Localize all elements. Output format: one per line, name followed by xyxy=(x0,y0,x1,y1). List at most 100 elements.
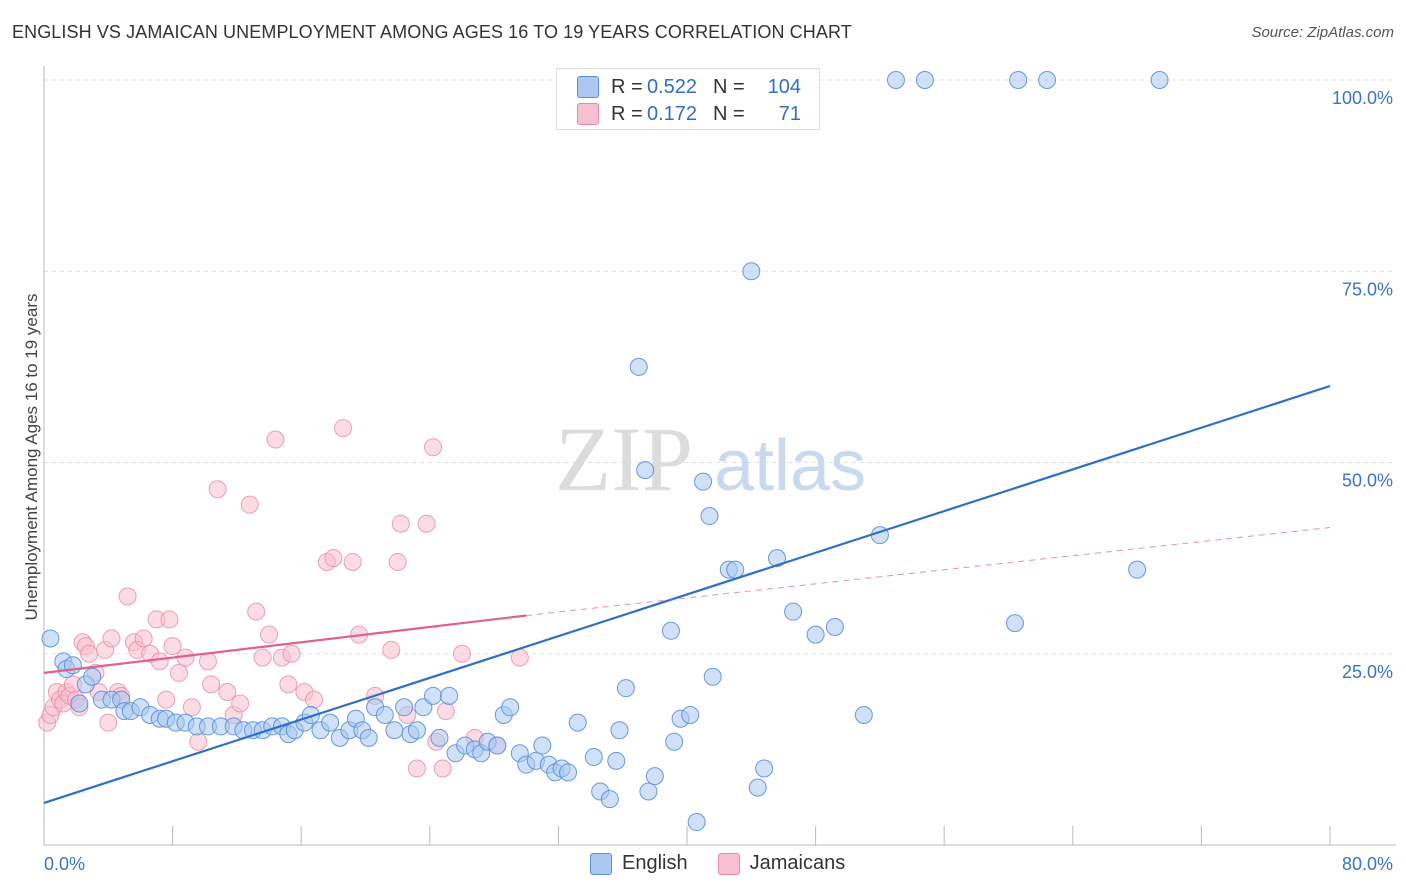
jamaicans-r-label: R = xyxy=(611,102,643,125)
english-points xyxy=(41,71,1169,832)
english-point xyxy=(1009,71,1028,89)
english-point xyxy=(610,721,629,740)
stats-legend: R = 0.522 N = 104 R = 0.172 N = 71 xyxy=(556,68,820,130)
jamaicans-point xyxy=(160,610,179,629)
jamaicans-point xyxy=(202,675,221,694)
jamaicans-point xyxy=(436,702,455,721)
english-point xyxy=(726,560,745,579)
english-swatch xyxy=(577,76,599,98)
jamaicans-point xyxy=(282,644,301,663)
jamaicans-r-value: 0.172 xyxy=(647,102,698,125)
english-n-value: 104 xyxy=(767,75,801,98)
tick-labels: 25.0% 50.0% 75.0% 100.0% 0.0% 80.0% xyxy=(44,88,1393,874)
jamaicans-point xyxy=(182,698,201,717)
source-label: Source: ZipAtlas.com xyxy=(1251,24,1394,41)
jamaicans-point xyxy=(80,644,99,663)
jamaicans-point xyxy=(253,648,272,667)
english-point xyxy=(742,262,761,281)
legend-item-english[interactable]: English xyxy=(590,852,688,875)
english-point xyxy=(661,621,680,640)
english-point xyxy=(854,705,873,724)
english-point xyxy=(886,71,905,89)
english-point xyxy=(755,759,774,778)
legend-jamaicans-label: Jamaicans xyxy=(749,852,846,874)
english-point xyxy=(41,629,60,648)
english-point xyxy=(825,617,844,636)
english-point xyxy=(768,549,787,568)
jamaicans-trend-line xyxy=(43,614,527,674)
english-n-label: N = xyxy=(713,75,745,98)
jamaicans-point xyxy=(150,652,169,671)
english-point xyxy=(1128,560,1147,579)
english-point xyxy=(665,732,684,751)
english-point xyxy=(687,813,706,832)
english-r-value: 0.522 xyxy=(647,75,698,98)
jamaicans-point xyxy=(433,759,452,778)
jamaicans-point xyxy=(118,587,137,606)
english-trend-line xyxy=(43,384,1331,804)
legend-english-label: English xyxy=(622,852,688,874)
english-point xyxy=(568,713,587,732)
english-point xyxy=(430,728,449,747)
watermark-atlas: atlas xyxy=(714,426,866,506)
jamaicans-point xyxy=(189,732,208,751)
jamaicans-point xyxy=(407,759,426,778)
x-tick-label: 0.0% xyxy=(44,854,85,874)
jamaicans-point xyxy=(247,602,266,621)
english-point xyxy=(533,736,552,755)
english-point xyxy=(915,71,934,89)
english-point xyxy=(629,357,648,376)
jamaicans-point xyxy=(452,644,471,663)
jamaicans-point xyxy=(260,625,279,644)
english-point xyxy=(806,625,825,644)
english-point xyxy=(636,461,655,480)
jamaicans-point xyxy=(170,663,189,682)
y-tick-label: 100.0% xyxy=(1332,88,1393,108)
jamaicans-point xyxy=(99,713,118,732)
jamaicans-point xyxy=(391,514,410,533)
english-point xyxy=(748,778,767,797)
jamaicans-points xyxy=(38,419,529,778)
jamaicans-point xyxy=(240,495,259,514)
english-point xyxy=(83,667,102,686)
english-point xyxy=(488,736,507,755)
english-point xyxy=(424,686,443,705)
english-point xyxy=(375,705,394,724)
jamaicans-point xyxy=(208,480,227,499)
jamaicans-point xyxy=(343,552,362,571)
legend-english-swatch xyxy=(590,852,612,875)
english-point xyxy=(1150,71,1169,89)
jamaicans-point xyxy=(382,640,401,659)
english-point xyxy=(1038,71,1057,89)
jamaicans-point xyxy=(102,629,121,648)
jamaicans-point xyxy=(324,549,343,568)
watermark-zip: ZIP xyxy=(555,408,693,510)
series-legend: English Jamaicans xyxy=(590,852,875,875)
jamaicans-point xyxy=(417,514,436,533)
english-point xyxy=(70,694,89,713)
jamaicans-point xyxy=(157,690,176,709)
legend-item-jamaicans[interactable]: Jamaicans xyxy=(717,852,846,875)
stats-row-jamaicans: R = 0.172 N = 71 xyxy=(577,101,801,127)
english-point xyxy=(600,790,619,809)
jamaicans-point xyxy=(266,430,285,449)
english-point xyxy=(616,679,635,698)
jamaicans-point xyxy=(231,694,250,713)
english-point xyxy=(645,767,664,786)
jamaicans-point xyxy=(198,652,217,671)
english-point xyxy=(639,782,658,801)
jamaicans-trend-extension xyxy=(526,527,1331,616)
english-point xyxy=(584,748,603,767)
watermark: ZIP atlas xyxy=(555,408,866,510)
english-point xyxy=(703,667,722,686)
legend-jamaicans-swatch xyxy=(717,852,740,875)
y-tick-label: 25.0% xyxy=(1342,662,1393,682)
english-point xyxy=(1005,614,1024,633)
english-point xyxy=(395,698,414,717)
jamaicans-swatch xyxy=(577,103,599,125)
jamaicans-point xyxy=(134,629,153,648)
jamaicans-point xyxy=(388,552,407,571)
x-tick-label: 80.0% xyxy=(1342,854,1393,874)
english-point xyxy=(414,698,433,717)
